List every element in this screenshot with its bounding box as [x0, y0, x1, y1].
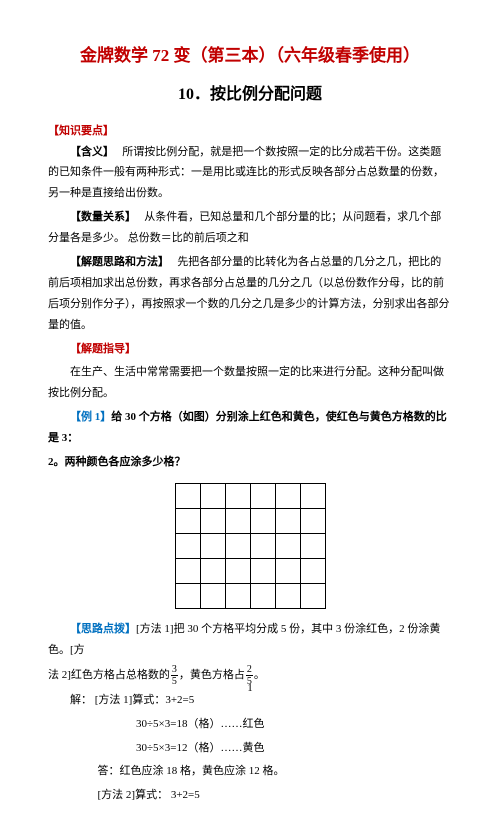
book-title: 金牌数学 72 变（第三本）（六年级春季使用）	[48, 40, 452, 72]
grid-cell	[175, 483, 200, 508]
example-1: 【例 1】给 30 个方格（如图）分别涂上红色和黄色，使红色与黄色方格数的比是 …	[48, 407, 452, 449]
solve-line-3: 30÷5×3=12（格）……黄色	[114, 738, 452, 759]
grid-cell	[225, 483, 250, 508]
grid-cell	[275, 533, 300, 558]
grid-cell	[275, 483, 300, 508]
grid-cell	[275, 558, 300, 583]
quantity-label: 【数量关系】	[70, 211, 136, 223]
grid-cell	[250, 533, 275, 558]
guide-heading: 【解题指导】	[48, 339, 452, 360]
chapter-title: 10．按比例分配问题	[48, 80, 452, 110]
tip-m2-a: 法 2]红色方格占总格数的	[48, 669, 170, 681]
meaning-para: 【含义】 所谓按比例分配，就是把一个数按照一定的比分成若干份。这类题的已知条件一…	[48, 142, 452, 205]
grid-cell	[250, 583, 275, 608]
grid-cell	[250, 558, 275, 583]
grid-cell	[250, 508, 275, 533]
grid-cell	[275, 508, 300, 533]
quantity-para: 【数量关系】 从条件看，已知总量和几个部分量的比；从问题看，求几个部分量各是多少…	[48, 207, 452, 249]
grid-cell	[275, 583, 300, 608]
grid-cell	[175, 558, 200, 583]
fraction-2-num: 2	[246, 664, 253, 676]
grid-cell	[250, 483, 275, 508]
example-label: 【例 1】	[70, 411, 111, 423]
guide-para: 在生产、生活中常常需要把一个数量按照一定的比来进行分配。这种分配叫做按比例分配。	[48, 362, 452, 404]
tip-label: 【思路点拨】	[70, 623, 136, 635]
solve-line-5: [方法 2]算式： 3+2=5	[48, 785, 452, 806]
method-label: 【解题思路和方法】	[70, 256, 169, 268]
grid-cell	[200, 583, 225, 608]
grid-cell	[300, 583, 325, 608]
grid-cell	[225, 533, 250, 558]
grid-cell	[225, 508, 250, 533]
grid-table	[175, 483, 326, 609]
fraction-1-num: 3	[171, 664, 178, 676]
knowledge-heading: 【知识要点】	[48, 121, 452, 142]
grid-figure	[48, 483, 452, 609]
tip-mid: ，黄色方格占	[179, 669, 245, 681]
grid-cell	[175, 508, 200, 533]
example-text-b: 2。两种颜色各应涂多少格？	[48, 452, 452, 473]
grid-cell	[300, 508, 325, 533]
grid-cell	[225, 558, 250, 583]
grid-cell	[300, 558, 325, 583]
grid-cell	[300, 533, 325, 558]
tip-para-1: 【思路点拨】[方法 1]把 30 个方格平均分成 5 份，其中 3 份涂红色，2…	[48, 619, 452, 661]
grid-cell	[175, 583, 200, 608]
grid-cell	[200, 558, 225, 583]
grid-cell	[300, 483, 325, 508]
tip-end: 。	[254, 669, 265, 681]
grid-cell	[200, 508, 225, 533]
grid-cell	[225, 583, 250, 608]
page-number: 1	[0, 682, 500, 694]
solve-line-2: 30÷5×3=18（格）……红色	[114, 714, 452, 735]
grid-cell	[200, 533, 225, 558]
solve-line-4: 答：红色应涂 18 格，黄色应涂 12 格。	[48, 761, 452, 782]
grid-cell	[200, 483, 225, 508]
method-para: 【解题思路和方法】 先把各部分量的比转化为各占总量的几分之几，把比的前后项相加求…	[48, 252, 452, 336]
meaning-label: 【含义】	[70, 146, 114, 158]
grid-cell	[175, 533, 200, 558]
